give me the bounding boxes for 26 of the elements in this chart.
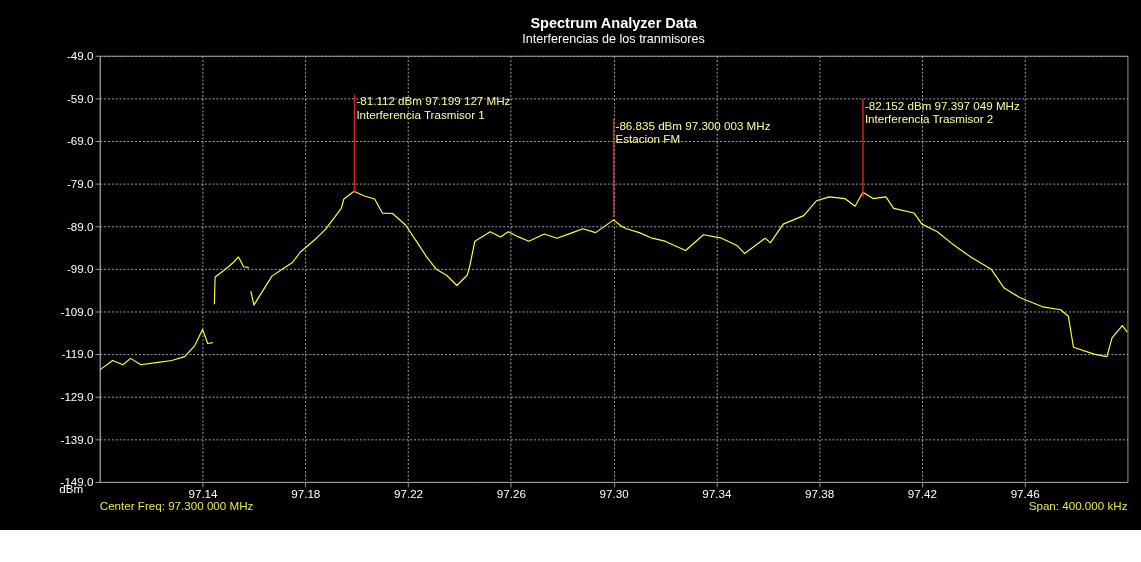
chart-subtitle: Interferencias de los tranmisores xyxy=(522,32,705,47)
x-tick-label: 97.42 xyxy=(907,486,937,500)
x-tick-label: 97.14 xyxy=(188,486,219,500)
x-tick-label: 97.18 xyxy=(291,486,321,500)
x-tick-label: 97.26 xyxy=(496,486,526,500)
text: Span: 400.000 kHz xyxy=(1028,499,1128,513)
text: Center Freq: 97.300 000 MHz xyxy=(99,499,254,513)
annotation: -81.112 dBm 97.199 127 MHz Interferencia Trasmisor 1 xyxy=(356,94,511,121)
y-tick-label: -69.0 xyxy=(67,134,94,148)
x-tick-label: 97.34 xyxy=(702,486,732,500)
y-tick-label: -119.0 xyxy=(61,347,94,361)
y-tick-label: -59.0 xyxy=(67,91,94,105)
y-tick-label: -129.0 xyxy=(60,390,94,404)
y-tick-label: -139.0 xyxy=(60,432,94,446)
y-tick-label: -109.0 xyxy=(60,304,94,318)
x-tick-label: 97.38 xyxy=(805,486,835,500)
chart-title: Spectrum Analyzer Data xyxy=(530,14,698,31)
x-tick-label: 97.46 xyxy=(1010,486,1040,500)
x-tick-label: 97.22 xyxy=(394,486,424,500)
x-tick-label: 97.30 xyxy=(599,486,629,500)
annotation: -82.152 dBm 97.397 049 MHz Interferencia Trasmisor 2 xyxy=(864,98,1020,126)
y-tick-label: -89.0 xyxy=(67,219,94,233)
y-tick-label: -49.0 xyxy=(67,49,94,63)
y-tick-label: -99.0 xyxy=(67,262,94,276)
annotation: -86.835 dBm 97.300 003 MHz Estacion FM xyxy=(615,118,771,146)
y-tick-label: -79.0 xyxy=(67,177,94,190)
